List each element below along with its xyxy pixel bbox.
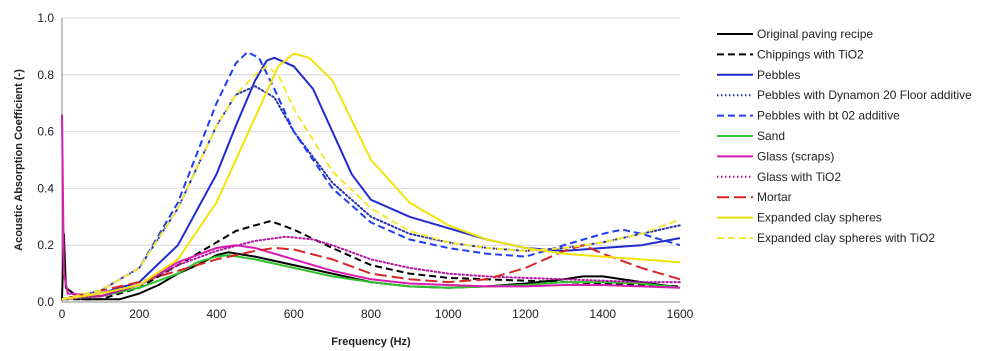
legend-label-4: Pebbles with bt 02 additive <box>757 109 900 123</box>
grid-lines <box>62 17 680 246</box>
tick-labels: 0.0 0.2 0.4 0.6 0.8 1.0 0 200 400 600 800 1000 1200 1… <box>37 11 693 321</box>
y-tick-label: 1.0 <box>37 11 54 25</box>
legend-label-7: Glass with TiO2 <box>757 170 841 184</box>
y-tick-label: 0.2 <box>37 238 54 252</box>
y-tick-label: 0.4 <box>37 181 54 195</box>
x-tick-label: 0 <box>59 307 66 321</box>
series-line-8 <box>61 244 681 301</box>
legend-label-8: Mortar <box>757 190 792 204</box>
series-line-5 <box>61 254 681 301</box>
y-tick-label: 0.0 <box>37 295 54 309</box>
legend-label-1: Chippings with TiO2 <box>757 47 864 61</box>
legend-label-6: Glass (scraps) <box>757 149 834 163</box>
y-tick-label: 0.6 <box>37 125 54 139</box>
legend-label-9: Expanded clay spheres <box>757 211 882 225</box>
x-tick-label: 600 <box>284 307 304 321</box>
legend: Original paving recipe Chippings with TiO… <box>717 27 972 245</box>
series-line-7 <box>61 235 681 301</box>
legend-label-3: Pebbles with Dynamon 20 Floor additive <box>757 88 972 102</box>
series-line-4 <box>61 51 681 301</box>
series-lines <box>61 51 681 301</box>
series-line-6 <box>61 114 681 298</box>
x-tick-label: 1400 <box>589 307 616 321</box>
x-tick-label: 1200 <box>512 307 539 321</box>
series-line-9 <box>61 52 681 301</box>
y-tick-label: 0.8 <box>37 68 54 82</box>
legend-label-5: Sand <box>757 129 785 143</box>
x-tick-label: 1000 <box>435 307 462 321</box>
x-tick-label: 400 <box>206 307 226 321</box>
legend-label-0: Original paving recipe <box>757 27 873 41</box>
y-axis-title: Acoustic Absorption Coefficient (-) <box>13 69 25 251</box>
series-line-10 <box>61 65 681 301</box>
x-axis-title: Frequency (Hz) <box>331 336 411 348</box>
legend-label-10: Expanded clay spheres with TiO2 <box>757 231 935 245</box>
series-line-2 <box>61 56 681 301</box>
x-tick-label: 200 <box>129 307 149 321</box>
x-tick-label: 1600 <box>667 307 694 321</box>
legend-label-2: Pebbles <box>757 68 800 82</box>
x-tick-label: 800 <box>361 307 381 321</box>
